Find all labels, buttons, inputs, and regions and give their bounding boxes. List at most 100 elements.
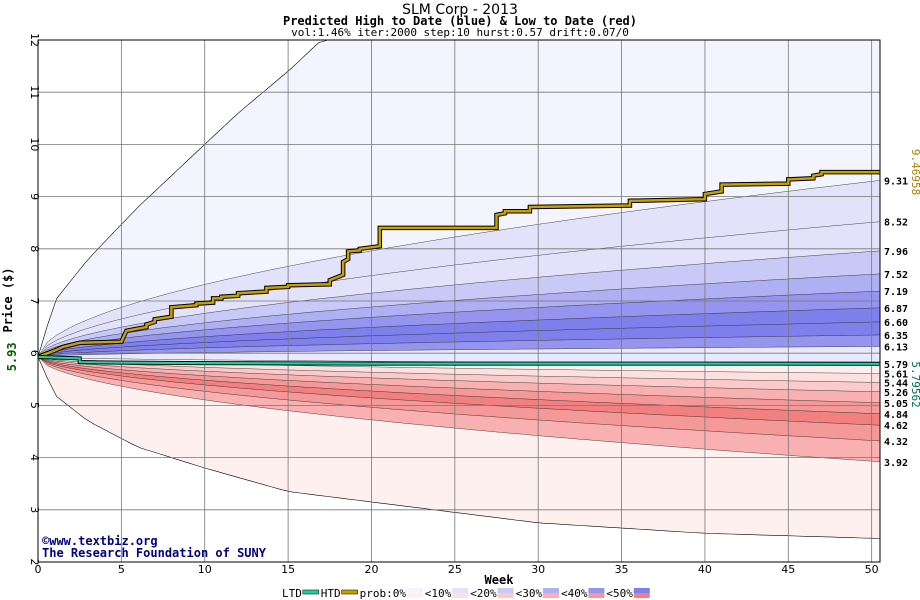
red-band [38,356,880,539]
end-value-label: 6.13 [884,342,908,353]
legend-swatch-red [543,593,559,598]
end-value-label: 4.32 [884,437,908,448]
x-tick-label: 5 [118,563,125,576]
percentile-line [37,356,881,383]
y-tick-label: 8 [28,245,41,252]
credit-site: ©www.textbiz.org [42,534,158,548]
end-value-label: 7.52 [884,270,908,281]
percentile-line [37,356,881,415]
legend-label: <30% [516,587,543,600]
y-tick-label: 3 [28,506,41,513]
percentile-line [37,356,881,463]
percentile-line [37,356,881,442]
y-tick-label: 7 [28,298,41,305]
legend-swatch-blue [452,588,469,593]
blue-band [38,321,880,357]
end-value-label: 4.84 [884,410,908,421]
blue-band [38,291,880,357]
end-value-label: 5.79 [884,360,908,371]
red-band [38,356,880,441]
blue-band [38,273,880,357]
end-value-label: 5.61 [884,370,908,381]
legend: LTD HTD prob:0% <10% <20% <30% <40% <50% [282,587,650,600]
legend-swatch-blue [406,588,423,593]
end-value-label: 9.31 [884,176,908,187]
chart-title: SLM Corp - 2013 [402,2,518,18]
percentile-line [37,307,881,358]
blue-band [38,307,880,357]
y-tick-label: 5 [28,402,41,409]
start-price-label: 5.93 [5,342,19,371]
legend-label: <50% [606,587,633,600]
series-lines [37,169,881,366]
legend-swatch-red [633,593,650,598]
legend-swatch-blue [497,588,514,593]
y-tick-label: 9 [28,193,41,200]
end-value-label: 6.35 [884,331,908,342]
outer-low-line [37,356,881,539]
end-value-label: 8.52 [884,218,908,229]
end-value-label: 7.19 [884,287,908,298]
percentile-line [37,356,881,426]
legend-swatch-red [406,593,423,598]
legend-swatch-blue [633,588,650,593]
legend-swatch [341,589,358,595]
legend-label: prob:0% [360,587,407,600]
red-band [38,356,880,462]
x-tick-label: 10 [198,563,212,576]
y-tick-label: 11 [28,85,41,99]
legend-swatch-blue [543,588,559,593]
htd-line [37,170,880,359]
blue-band [38,40,880,357]
percentile-line [37,180,881,358]
chart-subtitle: Predicted High to Date (blue) & Low to D… [282,14,637,28]
percentile-line [37,321,881,358]
legend-label: <40% [561,587,588,600]
credit-org: The Research Foundation of SUNY [42,546,266,560]
legend-swatch [302,589,320,595]
end-labels: 9.318.527.967.527.196.876.606.356.135.79… [884,149,920,469]
y-axis-title: Price ($) [1,267,15,332]
y-tick-label: 6 [28,350,41,357]
blue-band [38,180,880,357]
red-band [38,356,880,383]
end-value-label: 6.87 [884,304,908,315]
end-value-label: 3.92 [884,458,908,469]
legend-label: HTD [321,587,341,600]
legend-swatch-blue [588,588,605,593]
legend-label: <10% [425,587,452,600]
x-tick-label: 25 [448,563,462,576]
legend-label: LTD [282,587,302,600]
center-band [38,346,880,365]
legend-swatch-red [497,593,514,598]
x-tick-label: 40 [698,563,712,576]
y-tick-label: 10 [28,137,41,151]
x-tick-label: 30 [531,563,545,576]
percentile-line [37,356,881,393]
end-value-label: 6.60 [884,318,908,329]
blue-band [38,334,880,357]
end-value-label: 5.05 [884,399,908,410]
probability-bands [37,39,881,562]
legend-swatch-red [452,593,469,598]
red-band [38,356,880,426]
percentile-line [37,250,881,358]
x-tick-label: 15 [281,563,295,576]
end-value-label: 5.44 [884,378,908,389]
red-band [38,356,880,403]
x-tick-label: 20 [364,563,378,576]
x-tick-label: 45 [781,563,795,576]
y-tick-label: 12 [28,33,41,47]
percentile-line [37,273,881,358]
ltd-end-label: 5.79562 [909,361,920,407]
y-tick-label: 4 [28,454,41,461]
end-value-label: 4.62 [884,421,908,432]
percentile-line [37,290,881,358]
legend-label: <20% [470,587,497,600]
end-value-label: 5.26 [884,388,908,399]
ltd-line [37,355,881,365]
percentile-line [37,356,881,404]
x-tick-label: 50 [865,563,879,576]
x-tick-label: 0 [35,563,42,576]
